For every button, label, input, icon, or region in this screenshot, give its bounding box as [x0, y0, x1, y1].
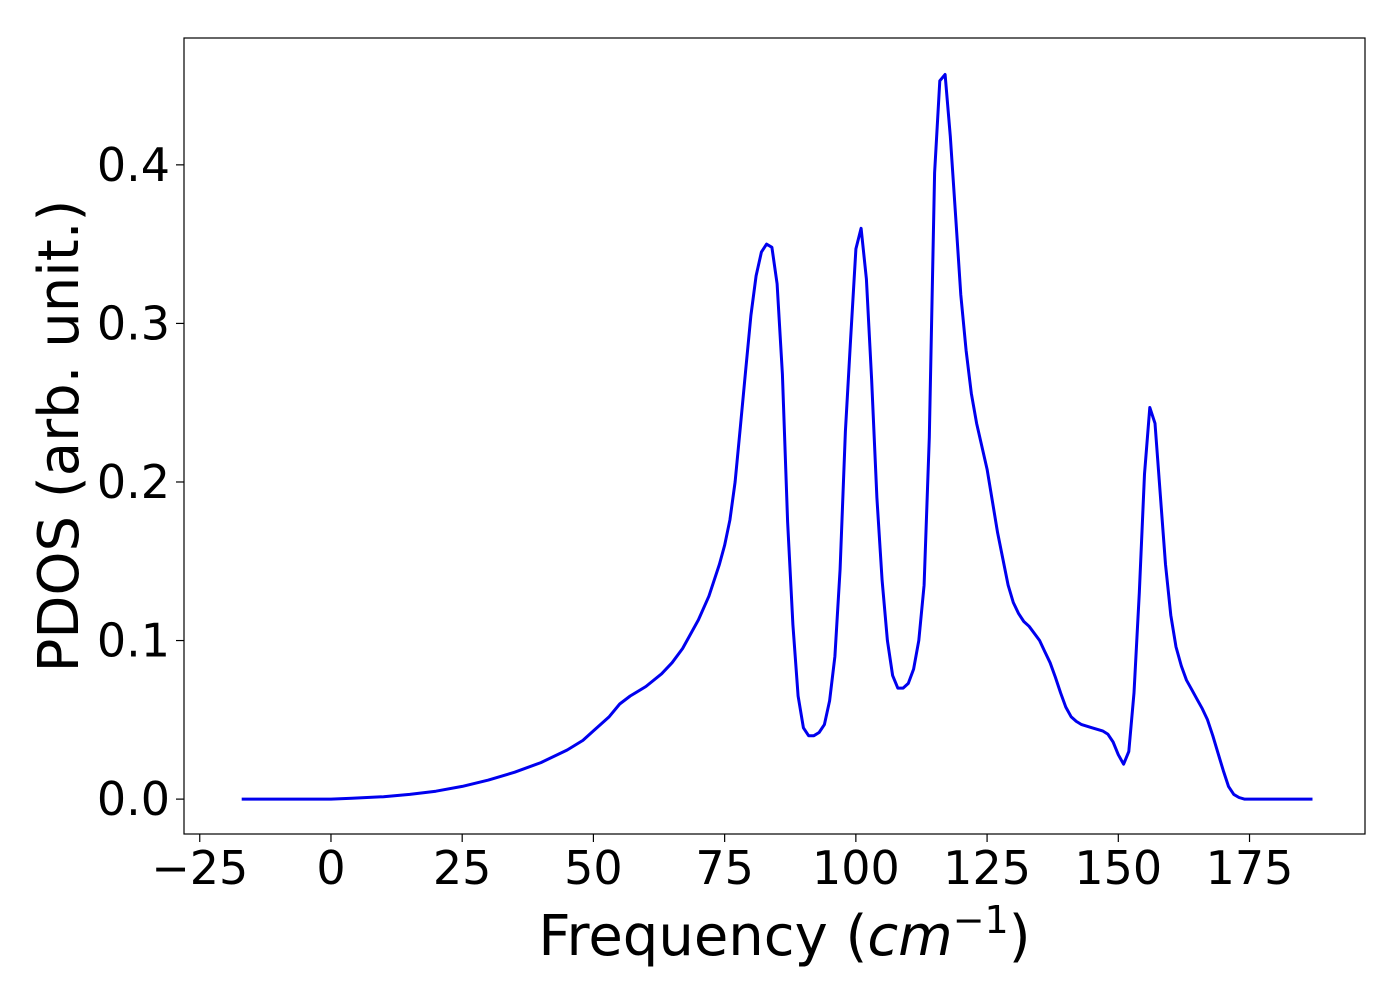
x-tick-label: 25: [433, 841, 492, 895]
x-axis-label-close: ): [1009, 904, 1031, 969]
y-tick-label: 0.1: [97, 614, 170, 668]
plot-area-frame: [183, 37, 1366, 835]
x-tick-label: 0: [316, 841, 345, 895]
y-tick-label: 0.2: [97, 455, 170, 509]
x-axis-label: Frequency (cm−1): [538, 898, 1030, 969]
x-tick-label: 150: [1074, 841, 1162, 895]
x-tick-label: 75: [695, 841, 754, 895]
pdos-series-line: [241, 73, 1313, 801]
x-tick-label: 125: [943, 841, 1031, 895]
y-axis-ticks: 0.0 0.1 0.2 0.3 0.4: [97, 138, 184, 826]
y-tick-label: 0.4: [97, 138, 170, 192]
y-axis-label: PDOS (arb. unit.): [27, 200, 92, 673]
y-tick-label: 0.0: [97, 772, 170, 826]
series-layer: [241, 73, 1313, 801]
y-tick-label: 0.3: [97, 296, 170, 350]
x-axis-label-unit: cm: [867, 904, 952, 969]
x-tick-label: −25: [151, 841, 248, 895]
x-axis-label-text: Frequency (: [538, 904, 867, 969]
x-tick-label: 100: [812, 841, 900, 895]
x-tick-label: 175: [1206, 841, 1294, 895]
x-axis-ticks: −25 0 25 50 75 100 125 150 175: [151, 834, 1293, 895]
x-tick-label: 50: [564, 841, 623, 895]
x-axis-label-superscript: −1: [953, 898, 1009, 942]
